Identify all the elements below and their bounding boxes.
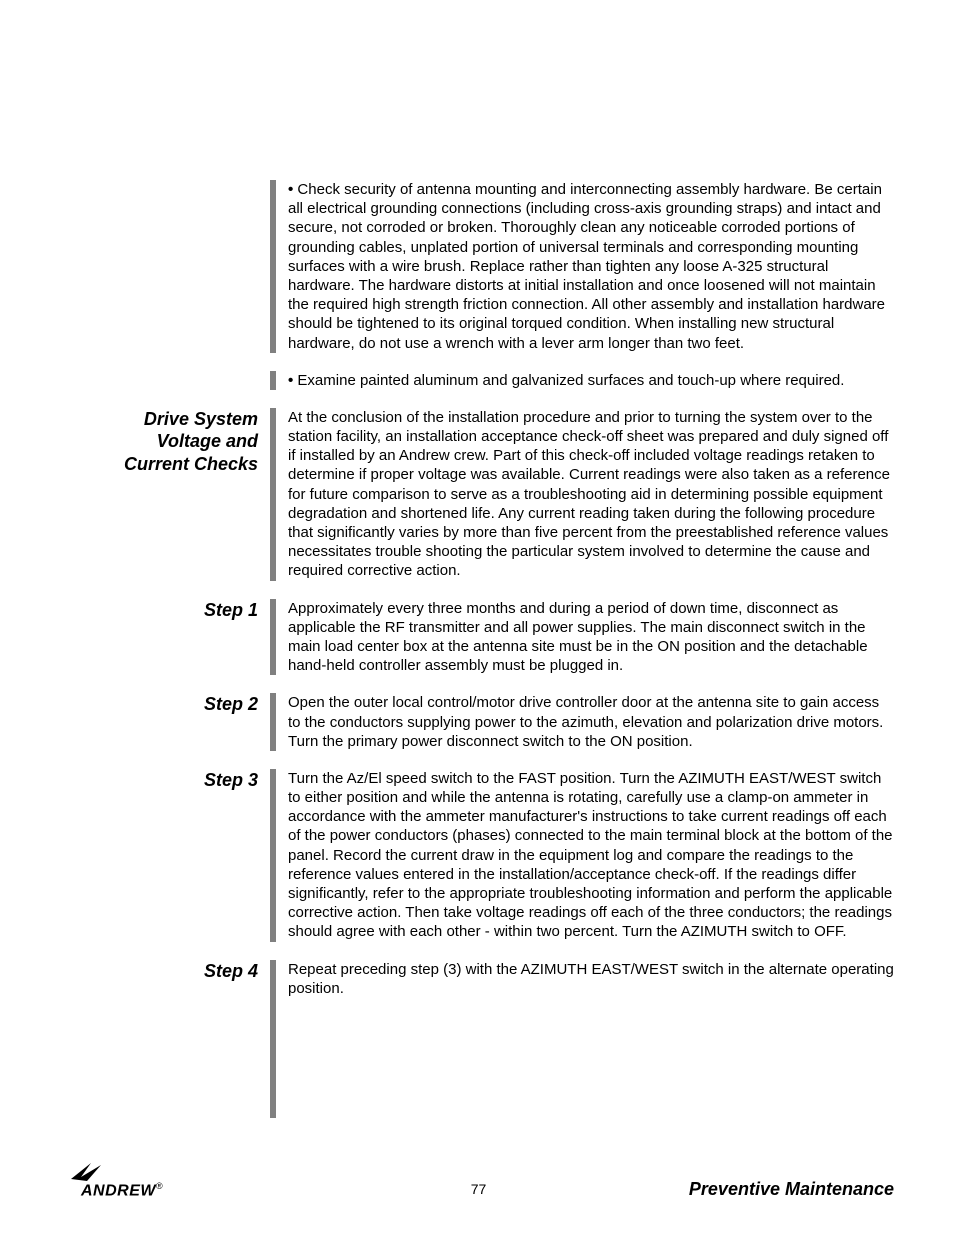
section-step-2: Step 2 Open the outer local control/moto… [63, 693, 894, 751]
heading-line: Voltage and [157, 431, 258, 451]
body-text: Repeat preceding step (3) with the AZIMU… [288, 960, 894, 998]
body-text: Turn the Az/El speed switch to the FAST … [288, 769, 894, 942]
paragraph: Repeat preceding step (3) with the AZIMU… [288, 960, 894, 998]
side-heading-step-1: Step 1 [63, 599, 270, 676]
paragraph: Approximately every three months and dur… [288, 599, 894, 676]
section-step-1: Step 1 Approximately every three months … [63, 599, 894, 676]
vertical-divider [270, 371, 276, 390]
body-text: Approximately every three months and dur… [288, 599, 894, 676]
heading-line: Current Checks [124, 454, 258, 474]
side-heading-step-4: Step 4 [63, 960, 270, 998]
paragraph: Turn the Az/El speed switch to the FAST … [288, 769, 894, 942]
vertical-divider [270, 408, 276, 581]
page-footer: ANDREW® 77 Preventive Maintenance [63, 1160, 894, 1200]
body-text: At the conclusion of the installation pr… [288, 408, 894, 581]
body-text: Check security of antenna mounting and i… [288, 180, 894, 353]
section-step-3: Step 3 Turn the Az/El speed switch to th… [63, 769, 894, 942]
section-trailing-space [63, 998, 894, 1118]
body-empty [288, 998, 894, 1118]
paragraph: Open the outer local control/motor drive… [288, 693, 894, 751]
side-heading-empty [63, 998, 270, 1118]
section-bullet-1: Check security of antenna mounting and i… [63, 180, 894, 353]
body-text: Open the outer local control/motor drive… [288, 693, 894, 751]
side-heading-step-2: Step 2 [63, 693, 270, 751]
vertical-divider [270, 960, 276, 998]
side-heading-drive-system: Drive System Voltage and Current Checks [63, 408, 270, 581]
side-heading-empty [63, 371, 270, 390]
vertical-divider [270, 769, 276, 942]
vertical-divider [270, 180, 276, 353]
side-heading-step-3: Step 3 [63, 769, 270, 942]
content-area: Check security of antenna mounting and i… [63, 180, 894, 1135]
vertical-divider [270, 693, 276, 751]
page: Check security of antenna mounting and i… [0, 0, 954, 1235]
vertical-divider [270, 599, 276, 676]
heading-line: Drive System [144, 409, 258, 429]
side-heading-empty [63, 180, 270, 353]
section-drive-system: Drive System Voltage and Current Checks … [63, 408, 894, 581]
bullet-text: Check security of antenna mounting and i… [288, 180, 894, 353]
paragraph: At the conclusion of the installation pr… [288, 408, 894, 581]
body-text: Examine painted aluminum and galvanized … [288, 371, 894, 390]
section-bullet-2: Examine painted aluminum and galvanized … [63, 371, 894, 390]
section-step-4: Step 4 Repeat preceding step (3) with th… [63, 960, 894, 998]
vertical-divider [270, 998, 276, 1118]
bullet-text: Examine painted aluminum and galvanized … [288, 371, 894, 390]
section-title: Preventive Maintenance [689, 1179, 894, 1200]
